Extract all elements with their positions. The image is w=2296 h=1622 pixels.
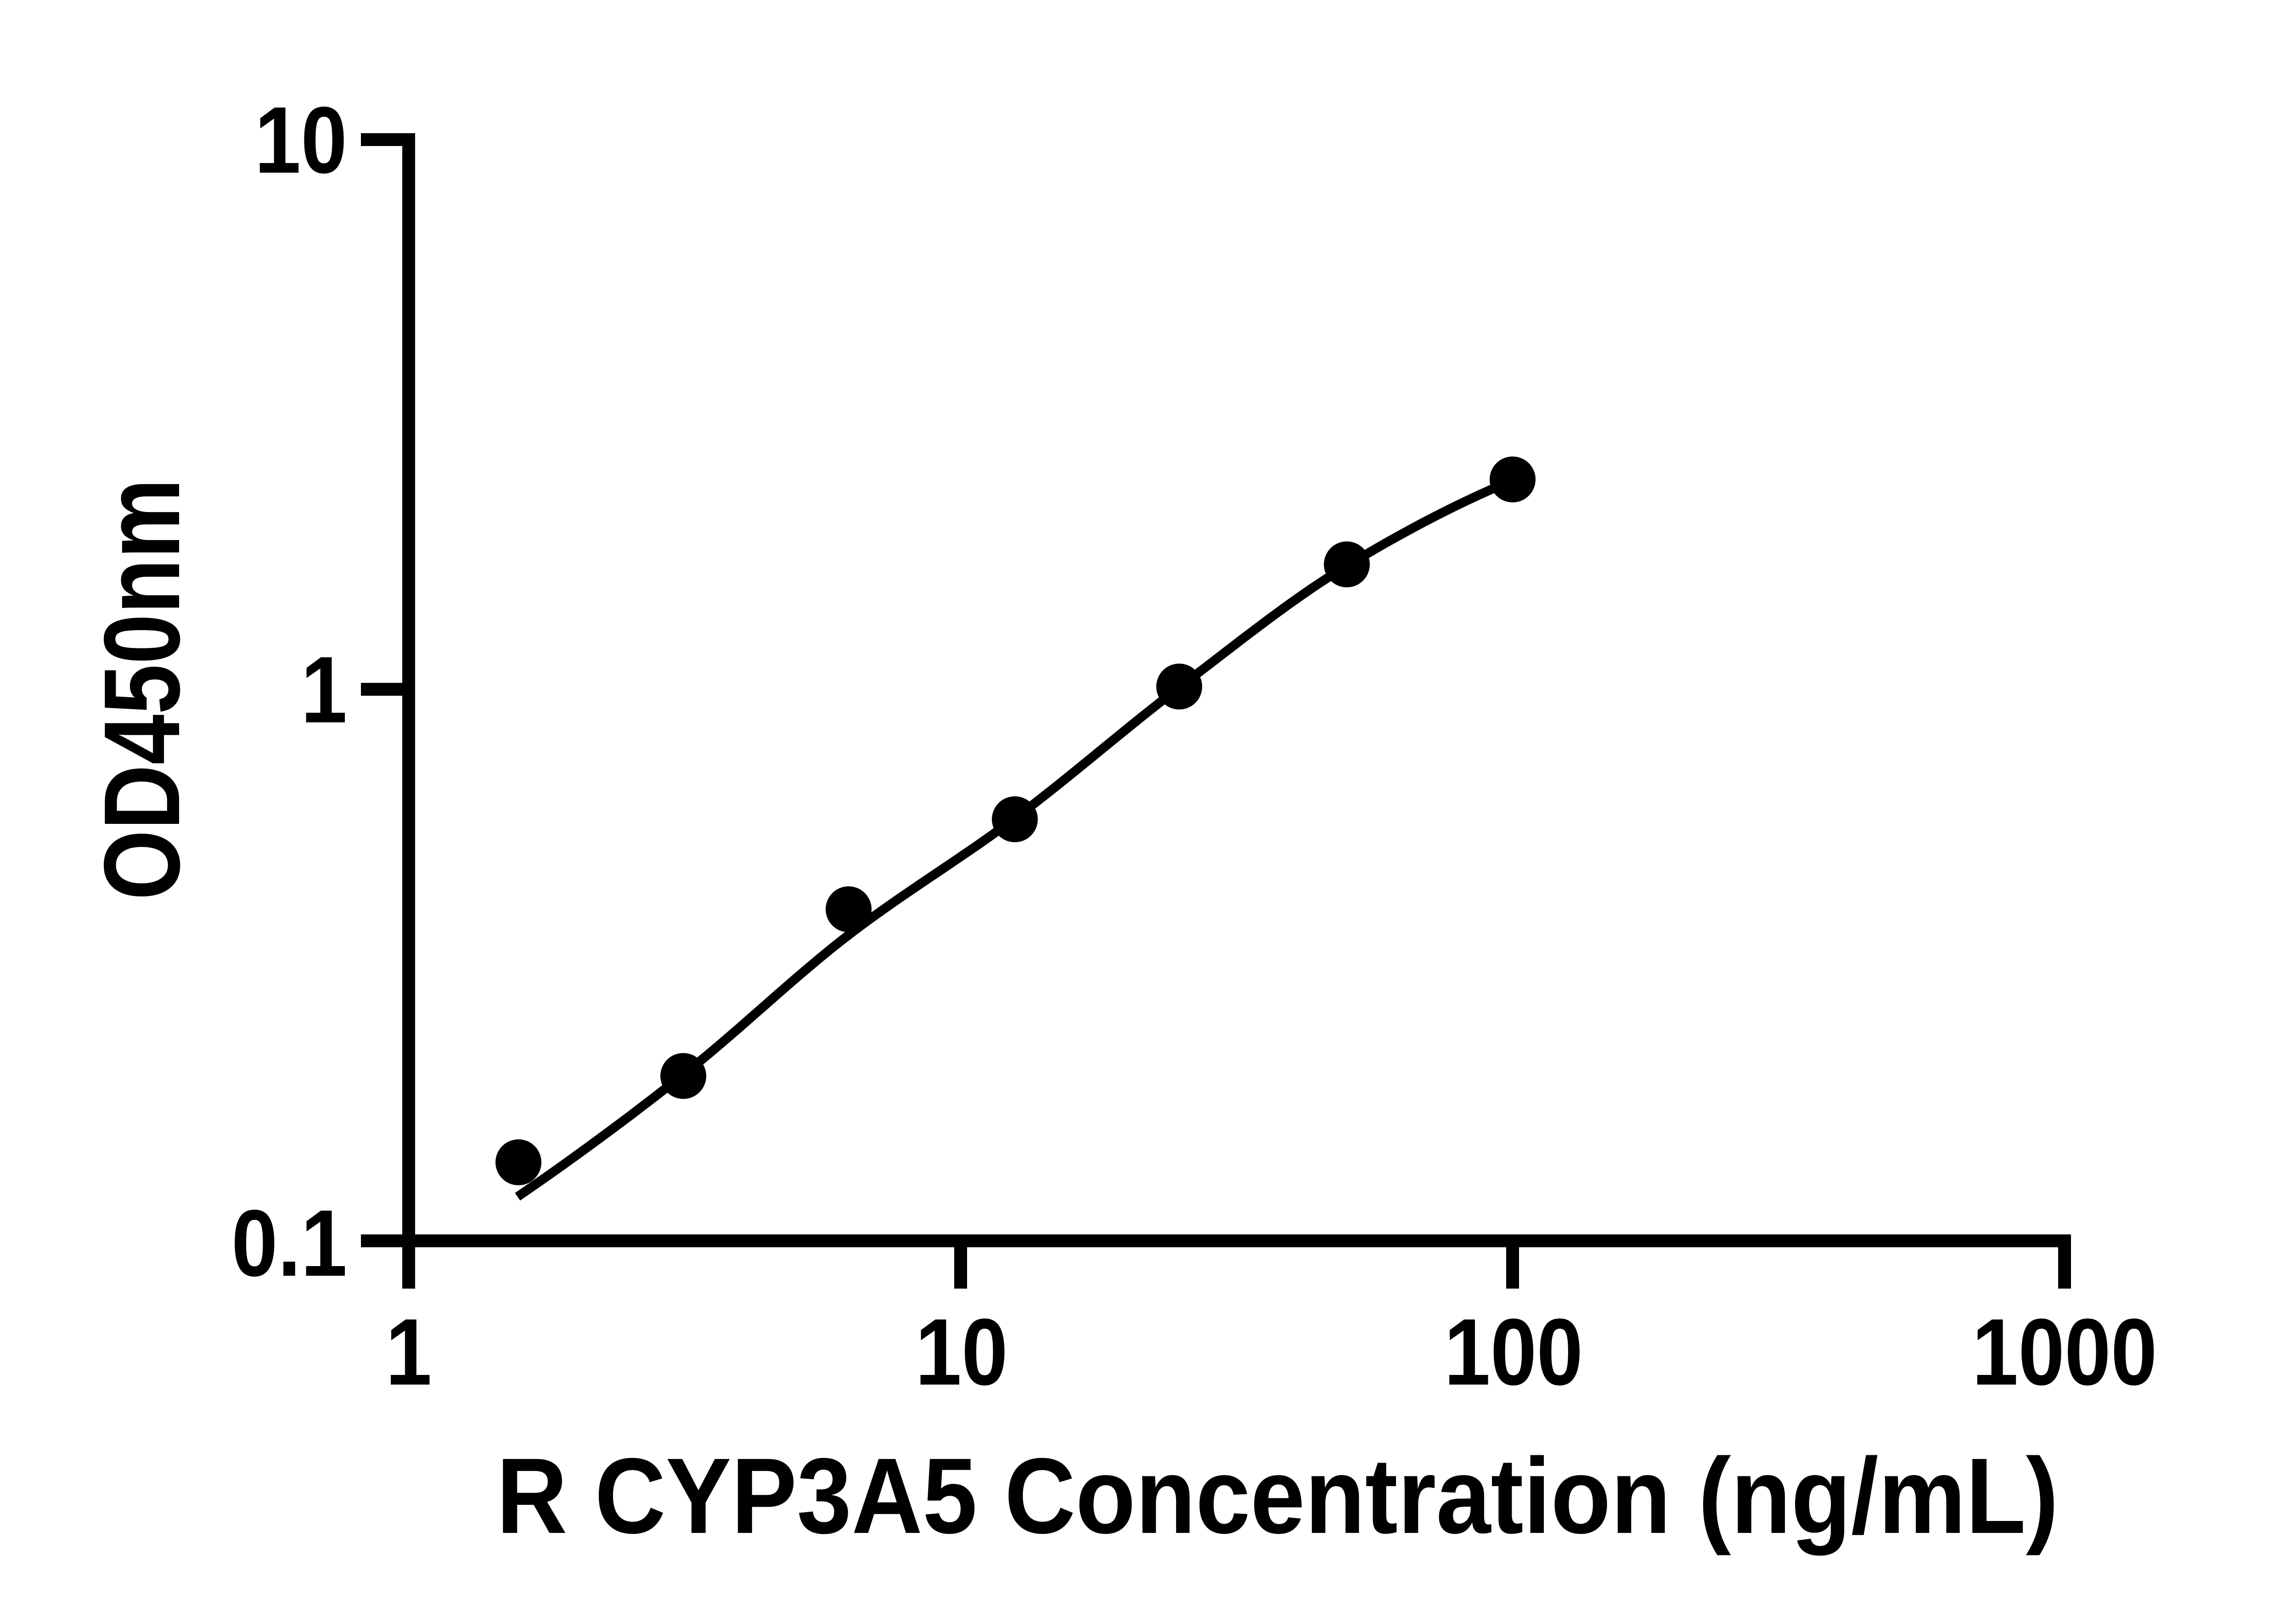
svg-text:1: 1	[386, 1299, 432, 1405]
svg-text:10: 10	[915, 1299, 1008, 1405]
svg-text:R CYP3A5 Concentration (ng/mL): R CYP3A5 Concentration (ng/mL)	[496, 1436, 2059, 1556]
svg-text:1000: 1000	[1972, 1299, 2157, 1405]
svg-text:1: 1	[301, 637, 347, 743]
svg-text:0.1: 0.1	[231, 1190, 347, 1296]
svg-text:OD450nm: OD450nm	[81, 479, 202, 900]
svg-text:100: 100	[1444, 1299, 1583, 1405]
svg-text:10: 10	[254, 87, 347, 193]
